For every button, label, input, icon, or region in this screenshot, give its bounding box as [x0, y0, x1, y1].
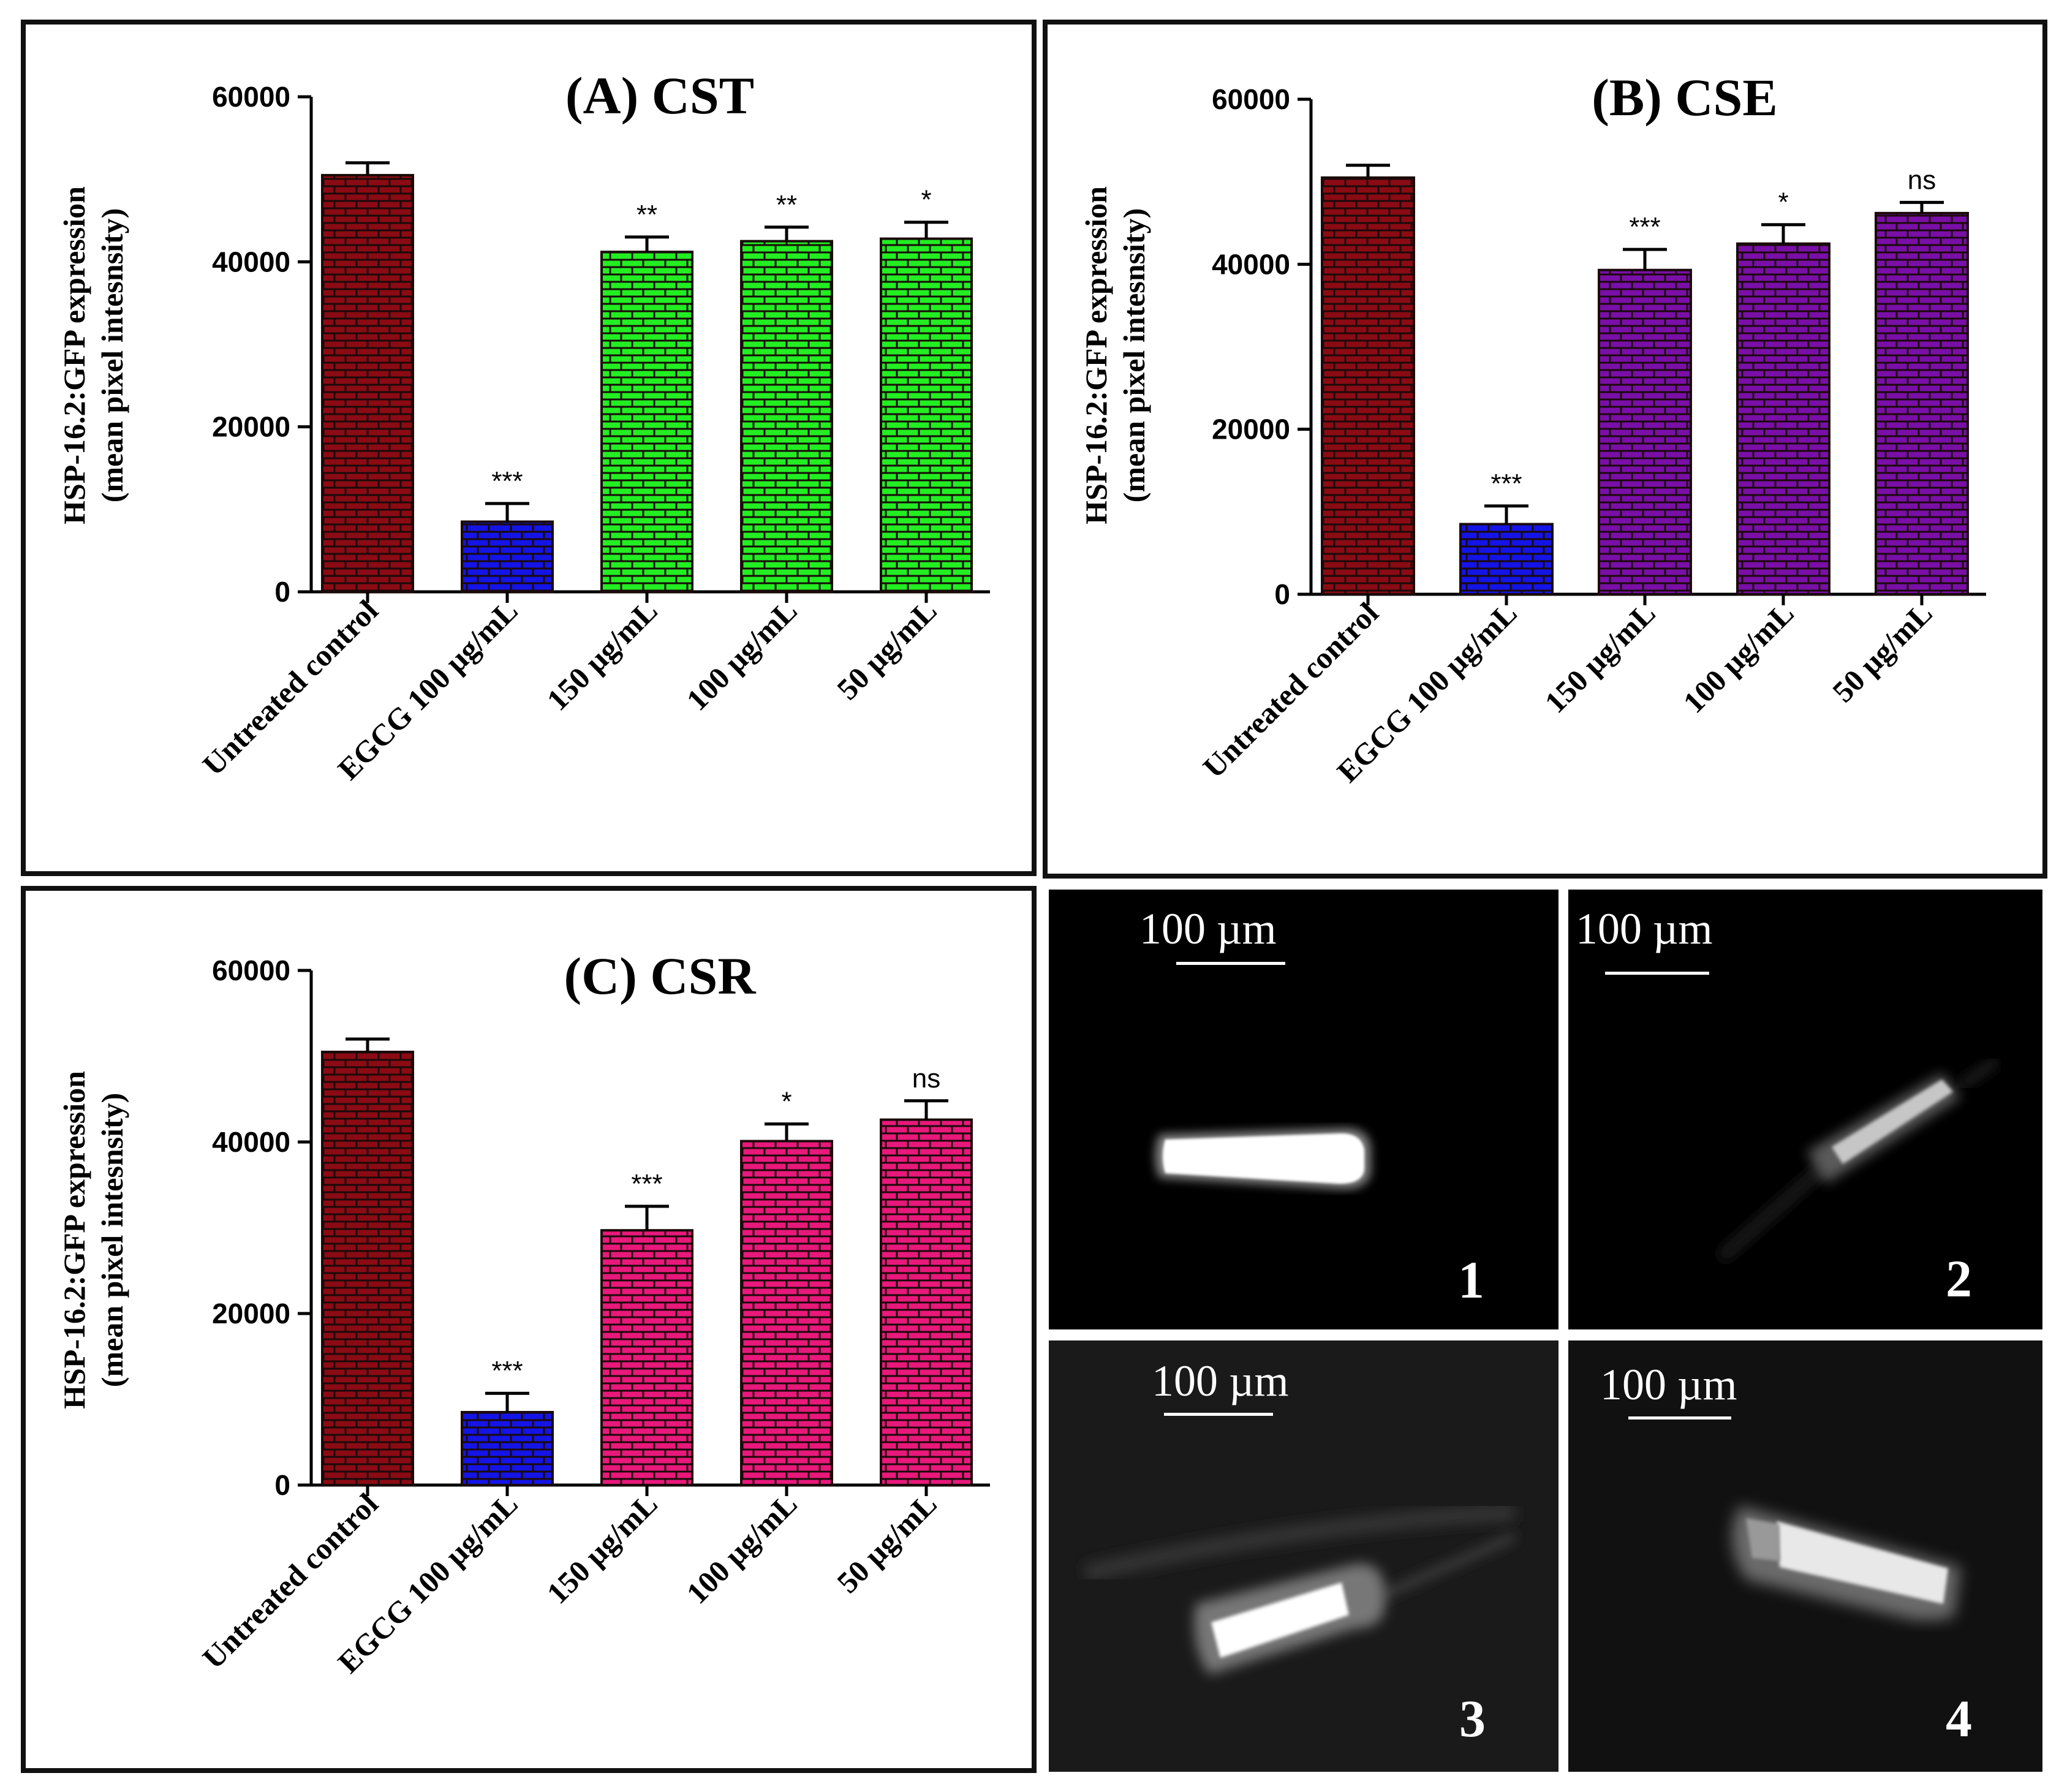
- bar: [740, 1140, 833, 1487]
- x-tick-label: 50 µg/mL: [830, 593, 943, 706]
- significance-label: ***: [1490, 469, 1522, 499]
- y-tick-label: 60000: [1212, 83, 1290, 115]
- y-tick-label: 40000: [212, 1126, 290, 1158]
- bar: [880, 237, 973, 594]
- micrograph-2-image: [1718, 1058, 1999, 1261]
- y-axis-label-secondary: (mean pixel intesnsity): [95, 1093, 129, 1388]
- significance-label: ***: [631, 1169, 662, 1199]
- scale-bar: [1605, 972, 1709, 975]
- y-tick-label: 20000: [212, 411, 290, 443]
- bar: [1736, 242, 1830, 595]
- chart-title: (A) CST: [565, 66, 754, 125]
- chart-a-svg: (A) CST HSP-16.2:GFP expression (mean pixe…: [57, 66, 990, 787]
- micrograph-2: 100 µm 2: [1568, 890, 2042, 1329]
- significance-label: **: [637, 200, 657, 230]
- chart-c-svg: (C) CSR HSP-16.2:GFP expression (mean pixe…: [57, 947, 990, 1680]
- scale-label: 100 µm: [1139, 904, 1277, 953]
- bar: [1875, 211, 1969, 595]
- chart-panel-b: (B) CSE HSP-16.2:GFP expression (mean pixe…: [1043, 20, 2047, 879]
- scale-label: 100 µm: [1576, 904, 1713, 953]
- chart-title: (B) CSE: [1592, 68, 1777, 127]
- scale-label: 100 µm: [1152, 1356, 1289, 1405]
- significance-label: ***: [491, 1356, 523, 1386]
- micrograph-number: 1: [1458, 1250, 1484, 1309]
- y-tick-label: 60000: [212, 81, 290, 113]
- micrograph-3-image: [1049, 1340, 1558, 1772]
- bar: [321, 1051, 414, 1486]
- significance-label: *: [1778, 187, 1788, 217]
- chart-panel-c: (C) CSR HSP-16.2:GFP expression (mean pixe…: [21, 886, 1037, 1773]
- x-tick-label: 150 µg/mL: [540, 593, 663, 717]
- bar: [461, 1411, 554, 1486]
- significance-label: ns: [912, 1064, 940, 1094]
- micrograph-4-image: [1568, 1340, 2042, 1772]
- chart-title: (C) CSR: [564, 947, 757, 1005]
- y-axis-label: HSP-16.2:GFP expression: [57, 1071, 91, 1409]
- bar: [1598, 268, 1692, 595]
- y-axis-label: HSP-16.2:GFP expression: [1079, 186, 1113, 524]
- y-tick-label: 20000: [212, 1298, 290, 1329]
- bar: [1321, 176, 1415, 595]
- significance-label: ns: [1908, 165, 1936, 195]
- bar: [740, 240, 833, 593]
- bar: [321, 173, 414, 593]
- chart-b-svg: (B) CSE HSP-16.2:GFP expression (mean pixe…: [1079, 68, 1986, 789]
- y-tick-label: 40000: [1212, 248, 1290, 280]
- significance-label: *: [921, 185, 931, 215]
- chart-panel-a: (A) CST HSP-16.2:GFP expression (mean pixe…: [21, 20, 1037, 876]
- significance-label: ***: [1629, 212, 1660, 242]
- x-tick-label: 50 µg/mL: [830, 1486, 943, 1600]
- bar: [880, 1118, 973, 1487]
- y-axis-label-secondary: (mean pixel intesnsity): [1117, 208, 1151, 503]
- bar: [600, 251, 693, 593]
- scale-label: 100 µm: [1600, 1360, 1737, 1409]
- y-axis-label: HSP-16.2:GFP expression: [57, 186, 91, 524]
- bar: [461, 520, 554, 593]
- scale-bar: [1628, 1416, 1731, 1420]
- scale-bar: [1164, 1413, 1273, 1416]
- bar: [1459, 523, 1554, 595]
- micrograph-4: 100 µm 4: [1568, 1340, 2042, 1772]
- x-tick-label: 150 µg/mL: [1538, 595, 1661, 719]
- micrograph-number: 2: [1946, 1249, 1972, 1308]
- micrograph-number: 3: [1459, 1689, 1486, 1748]
- micrograph-number: 4: [1946, 1689, 1972, 1748]
- y-tick-label: 20000: [1212, 414, 1290, 445]
- y-tick-label: 0: [274, 576, 290, 608]
- micrograph-1-image: [1155, 1128, 1370, 1189]
- bar: [600, 1229, 693, 1486]
- x-tick-label: 150 µg/mL: [540, 1486, 663, 1610]
- y-axis-label-secondary: (mean pixel intesnsity): [95, 208, 129, 503]
- y-tick-label: 0: [1274, 578, 1290, 610]
- micrograph-3: 100 µm 3: [1049, 1340, 1558, 1772]
- scale-bar: [1176, 962, 1285, 965]
- x-tick-label: 100 µg/mL: [679, 593, 803, 717]
- y-tick-label: 40000: [212, 246, 290, 278]
- y-tick-label: 0: [274, 1469, 290, 1501]
- x-tick-label: 100 µg/mL: [679, 1486, 803, 1610]
- significance-label: ***: [491, 466, 523, 496]
- y-tick-label: 60000: [212, 955, 290, 986]
- x-tick-label: 50 µg/mL: [1826, 595, 1939, 709]
- significance-label: *: [781, 1087, 791, 1117]
- micrograph-1: 100 µm 1: [1049, 890, 1558, 1329]
- x-tick-label: 100 µg/mL: [1676, 595, 1800, 719]
- significance-label: **: [776, 190, 797, 220]
